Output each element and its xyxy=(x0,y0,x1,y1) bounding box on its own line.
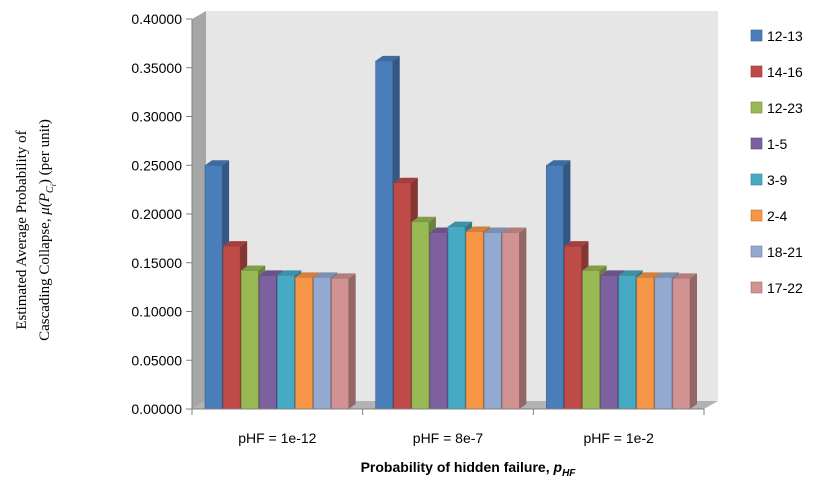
legend-label: 14-16 xyxy=(767,64,803,80)
bar-top xyxy=(546,160,571,166)
bar-top xyxy=(618,270,643,276)
bar-front xyxy=(393,182,412,410)
legend-swatch xyxy=(750,65,763,78)
bar-front xyxy=(240,270,259,410)
bar-top xyxy=(331,273,356,279)
legend-label: 18-21 xyxy=(767,244,803,260)
legend-label: 12-13 xyxy=(767,28,803,44)
bar-front xyxy=(313,277,331,410)
bar xyxy=(501,227,527,410)
bar-front xyxy=(277,275,295,410)
bar-front xyxy=(465,231,484,410)
bar-top xyxy=(205,160,230,166)
legend-swatch xyxy=(750,173,763,186)
y-tick-label: 0.05000 xyxy=(131,352,182,368)
bar-top xyxy=(223,241,248,247)
y-axis-title-line1: Estimated Average Probability of xyxy=(14,130,30,329)
x-tick-label: pHF = 1e-12 xyxy=(238,430,316,446)
bar-front xyxy=(204,164,223,410)
bar-side xyxy=(690,273,697,409)
x-axis-title: Probability of hidden failure, pHF xyxy=(361,459,577,479)
bar-top xyxy=(393,177,418,183)
bar-top xyxy=(277,270,302,276)
x-tick-label: pHF = 1e-2 xyxy=(583,430,654,446)
bar xyxy=(331,273,356,410)
bar-top xyxy=(654,272,679,278)
bar-side xyxy=(348,273,356,409)
y-tick-label: 0.40000 xyxy=(131,11,182,27)
legend-swatch xyxy=(750,137,763,150)
bar-front xyxy=(564,245,582,410)
bar xyxy=(672,273,697,410)
bar-front xyxy=(222,245,241,410)
bar-top xyxy=(502,227,527,233)
bar-top xyxy=(295,272,320,278)
side-wall xyxy=(192,11,206,409)
bar-front xyxy=(429,232,448,410)
legend-label: 3-9 xyxy=(767,172,787,188)
legend-swatch xyxy=(750,29,763,42)
legend: 12-13 14-16 12-23 1-5 3-9 2-4 18-21 17-22 xyxy=(750,28,803,296)
bar-front xyxy=(483,232,502,410)
y-tick-label: 0.20000 xyxy=(131,206,182,222)
bar-top xyxy=(411,216,436,222)
legend-swatch xyxy=(750,245,763,258)
bar-front xyxy=(582,270,600,410)
bar-top xyxy=(313,272,338,278)
bar-front xyxy=(636,277,655,410)
legend-swatch xyxy=(750,281,763,294)
bar-front xyxy=(295,277,313,410)
bar-top xyxy=(241,265,266,271)
x-axis: pHF = 1e-12 pHF = 8e-7 pHF = 1e-2 xyxy=(191,408,705,446)
legend-swatch xyxy=(750,101,763,114)
y-tick-label: 0.25000 xyxy=(131,157,182,173)
bar-top xyxy=(259,270,284,276)
y-tick-label: 0.30000 xyxy=(131,109,182,125)
bar-front xyxy=(618,275,637,410)
legend-label: 2-4 xyxy=(767,208,787,224)
legend-label: 12-23 xyxy=(767,100,803,116)
legend-label: 1-5 xyxy=(767,136,787,152)
bar-top xyxy=(564,241,589,247)
bar-front xyxy=(546,164,564,410)
bar-front xyxy=(375,60,394,410)
bar-top xyxy=(600,270,625,276)
bar-front xyxy=(654,277,673,410)
bar-side xyxy=(519,227,527,409)
bars xyxy=(204,55,697,410)
y-tick-label: 0.10000 xyxy=(131,304,182,320)
legend-label: 17-22 xyxy=(767,280,803,296)
bar-top xyxy=(448,221,473,227)
bar-top xyxy=(484,227,509,233)
y-tick-label: 0.15000 xyxy=(131,255,182,271)
y-tick-label: 0.00000 xyxy=(131,401,182,417)
bar-front xyxy=(447,226,466,410)
bar-top xyxy=(375,55,400,61)
bar-front xyxy=(672,278,691,410)
y-tick-label: 0.35000 xyxy=(131,60,182,76)
bar-top xyxy=(582,265,607,271)
y-axis-title-line2: Cascading Collapse, μ(PCi) (per unit) xyxy=(37,119,58,341)
bar-front xyxy=(600,275,618,410)
bar-top xyxy=(672,273,697,279)
bar-top xyxy=(466,226,491,232)
bar-front xyxy=(411,221,430,410)
bar-front xyxy=(501,232,520,410)
y-axis-title: Estimated Average Probability of Cascadi… xyxy=(14,119,58,341)
bar-top xyxy=(636,272,661,278)
bar-front xyxy=(331,278,349,410)
legend-swatch xyxy=(750,209,763,222)
x-tick-label: pHF = 8e-7 xyxy=(413,430,484,446)
bar-front xyxy=(258,275,277,410)
y-axis: 0.00000 0.05000 0.10000 0.15000 0.20000 0.250… xyxy=(131,11,193,417)
